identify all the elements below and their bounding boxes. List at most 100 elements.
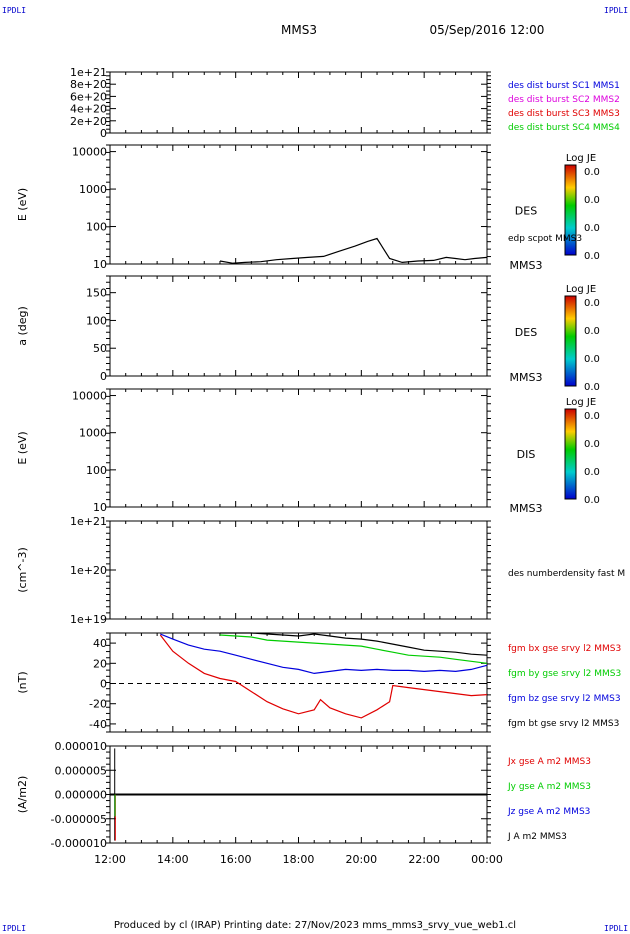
y-tick-label: -40 [89, 718, 107, 731]
series-line-fgm-by-gse-srvy-l2-mms3 [219, 634, 488, 664]
time-tick-label: 16:00 [220, 853, 252, 866]
corner-label-bottom-right: IPDLI [604, 924, 629, 933]
colorbar-tick-label: 0.0 [584, 298, 600, 309]
spacecraft-label-des-pitch: MMS3 [510, 371, 543, 384]
legend-label: Jx gse A m2 MMS3 [507, 757, 591, 767]
corner-label-bottom-left: IPDLI [2, 924, 27, 933]
y-tick-label: 0.000000 [55, 789, 108, 802]
time-tick-label: 22:00 [408, 853, 440, 866]
colorbar-title-des-energy: Log JE [566, 153, 596, 164]
y-tick-label: 0 [100, 127, 107, 140]
y-tick-label: 1e+21 [70, 66, 107, 79]
spacecraft-label-des-energy: MMS3 [510, 259, 543, 272]
colorbar-des-energy [564, 164, 577, 256]
spacecraft-title: MMS3 [281, 23, 317, 37]
y-tick-label: 50 [93, 342, 107, 355]
y-tick-label: 150 [86, 287, 107, 300]
y-tick-label: 20 [93, 657, 107, 670]
y-tick-label: 40 [93, 637, 107, 650]
colorbar-des-pitch [564, 295, 577, 387]
colorbar-tick-label: 0.0 [584, 167, 600, 178]
legend-label: Jz gse A m2 MMS3 [507, 807, 590, 817]
colorbar-tick-label: 0.0 [584, 251, 600, 262]
y-axis-label-fgm: (nT) [16, 671, 29, 693]
legend-label: fgm bx gse srvy l2 MMS3 [508, 644, 621, 654]
side-label-des-pitch: DES [515, 326, 537, 339]
legend-label: des dist burst SC4 MMS4 [508, 123, 620, 133]
date-title: 05/Sep/2016 12:00 [430, 23, 545, 37]
colorbar-tick-label: 0.0 [584, 439, 600, 450]
colorbar-title-des-pitch: Log JE [566, 284, 596, 295]
legend-label: fgm by gse srvy l2 MMS3 [508, 669, 621, 679]
y-tick-label: 1e+20 [70, 564, 107, 577]
series-line-fgm-bz-gse-srvy-l2-mms3 [160, 633, 488, 675]
panel-frame-des-energy [109, 144, 488, 265]
series-line-fgm-bt-gse-srvy-l2-mms3 [220, 632, 488, 656]
legend-label: fgm bz gse srvy l2 MMS3 [508, 694, 621, 704]
series-label-des-energy: edp scpot MMS3 [508, 234, 582, 244]
legend-label: des dist burst SC1 MMS1 [508, 81, 620, 91]
y-tick-label: 6e+20 [70, 90, 107, 103]
time-tick-label: 00:00 [471, 853, 503, 866]
time-tick-label: 20:00 [345, 853, 377, 866]
colorbar-tick-label: 0.0 [584, 382, 600, 393]
colorbar-title-dis-energy: Log JE [566, 397, 596, 408]
y-axis-label-des-pitch: a (deg) [16, 306, 29, 346]
y-axis-label-dis-energy: E (eV) [16, 431, 29, 464]
side-label-dis-energy: DIS [517, 448, 536, 461]
y-tick-label: -0.000005 [51, 813, 107, 826]
y-axis-label-current: (A/m2) [16, 776, 29, 814]
colorbar-dis-energy [564, 408, 577, 500]
colorbar-tick-label: 0.0 [584, 467, 600, 478]
y-axis-label-des-energy: E (eV) [16, 188, 29, 221]
colorbar-tick-label: 0.0 [584, 223, 600, 234]
legend-label: Jy gse A m2 MMS3 [507, 782, 591, 792]
y-tick-label: 10 [93, 258, 107, 271]
colorbar-tick-label: 0.0 [584, 326, 600, 337]
y-axis-label-density: (cm^-3) [16, 547, 29, 593]
y-tick-label: 10000 [72, 146, 107, 159]
y-tick-label: 0 [100, 370, 107, 383]
panel-frame-fgm [109, 632, 488, 733]
legend-label: J A m2 MMS3 [507, 832, 567, 842]
footer-text: Produced by cl (IRAP) Printing date: 27/… [114, 920, 516, 931]
y-tick-label: 8e+20 [70, 78, 107, 91]
time-tick-label: 18:00 [283, 853, 315, 866]
colorbar-tick-label: 0.0 [584, 195, 600, 206]
corner-label-top-left: IPDLI [2, 6, 27, 15]
legend-label: des dist burst SC3 MMS3 [508, 109, 620, 119]
panel-frame-des-pitch [109, 275, 488, 377]
series-line-fgm-bx-gse-srvy-l2-mms3 [159, 634, 488, 719]
y-tick-label: 0 [100, 678, 107, 691]
time-tick-label: 12:00 [94, 853, 126, 866]
y-tick-label: 1000 [79, 183, 107, 196]
panel-frame-dist-burst [109, 71, 488, 134]
series-line-edp-scpot-mms3 [219, 237, 488, 264]
y-tick-label: 10000 [72, 390, 107, 403]
colorbar-tick-label: 0.0 [584, 411, 600, 422]
spacecraft-label-dis-energy: MMS3 [510, 502, 543, 515]
colorbar-tick-label: 0.0 [584, 495, 600, 506]
side-label-des-energy: DES [515, 205, 537, 218]
y-tick-label: 100 [86, 464, 107, 477]
colorbar-tick-label: 0.0 [584, 354, 600, 365]
y-tick-label: 1e+21 [70, 515, 107, 528]
legend-label: fgm bt gse srvy l2 MMS3 [508, 719, 619, 729]
y-tick-label: 0.000005 [55, 764, 108, 777]
panel-frame-density [109, 520, 488, 620]
y-tick-label: 10 [93, 501, 107, 514]
y-tick-label: 0.000010 [55, 740, 108, 753]
y-tick-label: 100 [86, 314, 107, 327]
y-tick-label: 100 [86, 221, 107, 234]
legend-label: des dist burst SC2 MMS2 [508, 95, 620, 105]
corner-label-top-right: IPDLI [604, 6, 629, 15]
y-tick-label: -0.000010 [51, 837, 107, 850]
y-tick-label: 1e+19 [70, 613, 107, 626]
y-tick-label: 1000 [79, 427, 107, 440]
time-tick-label: 14:00 [157, 853, 189, 866]
series-label-density: des numberdensity fast M [508, 569, 625, 579]
y-tick-label: 4e+20 [70, 103, 107, 116]
y-tick-label: -20 [89, 698, 107, 711]
